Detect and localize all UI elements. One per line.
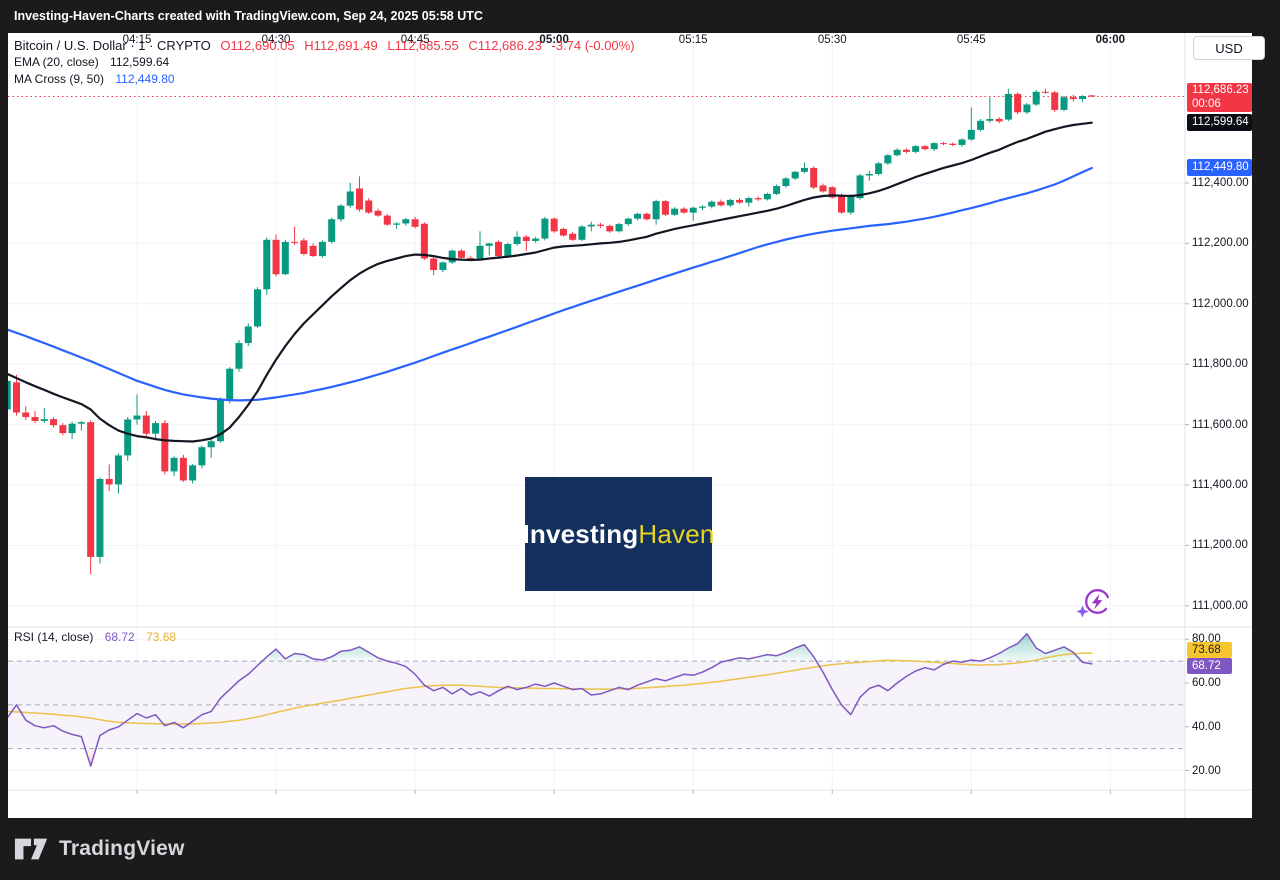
- rsi-ma-value: 73.68: [146, 630, 177, 644]
- time-axis-label: 05:15: [678, 34, 708, 46]
- tradingview-logo-icon[interactable]: [14, 836, 50, 862]
- ma-cross-legend-row: MA Cross (9, 50) 112,449.80: [14, 71, 635, 88]
- time-axis-label: 04:45: [400, 34, 430, 46]
- price-axis-label: 111,200.00: [1192, 539, 1248, 552]
- ma-cross-value: 112,449.80: [115, 72, 175, 86]
- price-axis-label: 112,400.00: [1192, 177, 1249, 189]
- time-axis-label: 05:30: [817, 34, 847, 46]
- currency-button[interactable]: USD: [1193, 36, 1265, 60]
- watermark-part1: Investing: [522, 518, 639, 549]
- time-axis-label: 04:15: [122, 34, 152, 46]
- ema-label: EMA (20, close): [14, 55, 99, 69]
- price-axis-label: 112,000.00: [1192, 297, 1249, 310]
- price-axis-label: 112,200.00: [1192, 237, 1249, 250]
- last-price-badge: 112,686.23 00:06: [1187, 83, 1252, 112]
- time-axis-label: 05:45: [956, 34, 986, 46]
- ohlc-high-key: H: [304, 38, 314, 53]
- rsi-label: RSI (14, close): [14, 630, 94, 644]
- rsi-axis-label: 20.00: [1192, 764, 1221, 777]
- time-axis-label: 06:00: [1095, 34, 1126, 46]
- ema-legend-row: EMA (20, close) 112,599.64: [14, 54, 635, 71]
- chart-canvas[interactable]: [8, 33, 1252, 818]
- symbol-legend-row: Bitcoin / U.S. Dollar · 1 · CRYPTO O112,…: [14, 37, 635, 54]
- price-axis-label: 111,600.00: [1192, 418, 1248, 431]
- title-bar: Investing-Haven-Charts created with Trad…: [0, 0, 1280, 33]
- rsi-value-badge: 68.72: [1187, 658, 1232, 674]
- symbol-title: Bitcoin / U.S. Dollar · 1 · CRYPTO: [14, 38, 211, 53]
- rsi-value: 68.72: [104, 630, 135, 644]
- ohlc-open-key: O: [220, 38, 231, 53]
- ema-price-badge: 112,599.64: [1187, 114, 1252, 131]
- ohlc-high-value: 112,691.49: [313, 38, 378, 53]
- price-axis-label: 111,400.00: [1192, 479, 1248, 491]
- ohlc-close-value: 112,686.23: [477, 38, 542, 53]
- bar-countdown: 00:06: [1192, 97, 1221, 110]
- ma-cross-label: MA Cross (9, 50): [14, 72, 105, 86]
- ma-price-badge: 112,449.80: [1187, 159, 1252, 176]
- time-axis-label: 04:30: [261, 34, 291, 46]
- rsi-axis-label: 60.00: [1192, 677, 1221, 689]
- spark-lightning-icon[interactable]: [1075, 586, 1113, 622]
- footer-bar: TradingView: [0, 818, 1280, 880]
- ema-value: 112,599.64: [110, 55, 170, 69]
- chart-region: Bitcoin / U.S. Dollar · 1 · CRYPTO O112,…: [8, 33, 1252, 818]
- ohlc-open-value: 112,690.05: [230, 38, 295, 53]
- tradingview-wordmark[interactable]: TradingView: [59, 837, 185, 860]
- change-value: -3.74 (-0.00%): [551, 38, 635, 53]
- chart-legend: Bitcoin / U.S. Dollar · 1 · CRYPTO O112,…: [14, 37, 635, 88]
- rsi-legend-row: RSI (14, close) 68.72 73.68: [14, 630, 176, 645]
- ohlc-low-key: L: [387, 38, 395, 53]
- price-axis-label: 111,800.00: [1192, 358, 1248, 371]
- ohlc-low-value: 112,685.55: [394, 38, 459, 53]
- rsi-axis-label: 40.00: [1192, 720, 1221, 733]
- investinghaven-watermark: Investing Haven: [522, 477, 715, 591]
- title-text: Investing-Haven-Charts created with Trad…: [14, 9, 483, 23]
- rsi-ma-badge: 73.68: [1187, 642, 1232, 658]
- price-axis-label: 111,000.00: [1192, 599, 1248, 612]
- last-price-value: 112,686.23: [1192, 84, 1249, 96]
- ohlc-close-key: C: [468, 38, 478, 53]
- watermark-part2: Haven: [638, 518, 715, 549]
- time-axis-label: 05:00: [539, 34, 569, 46]
